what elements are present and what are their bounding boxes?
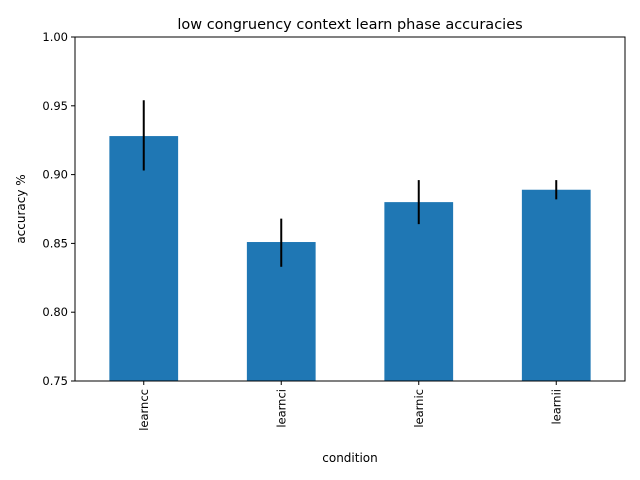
- y-tick-label: 0.95: [42, 99, 68, 113]
- y-axis-label: accuracy %: [14, 174, 28, 243]
- error-bars: [142, 100, 558, 267]
- x-tick-label: learnic: [412, 389, 426, 428]
- bar-learnic: [384, 202, 454, 381]
- y-tick-label: 0.85: [42, 236, 68, 250]
- y-tick-label: 0.80: [42, 305, 68, 319]
- plot-frame: [74, 36, 626, 382]
- bar-learnii: [521, 189, 591, 381]
- y-tick-label: 1.00: [42, 30, 68, 44]
- x-tick-label: learnii: [549, 389, 563, 425]
- y-axis: 0.75 0.80 0.85 0.90 0.95 1.00: [42, 30, 75, 388]
- x-tick-label: learnci: [274, 389, 288, 428]
- chart-title: low congruency context learn phase accur…: [177, 17, 522, 33]
- y-tick-label: 0.90: [42, 168, 68, 182]
- bars: [109, 136, 591, 381]
- y-tick-label: 0.75: [42, 374, 68, 388]
- x-axis-label: condition: [322, 451, 377, 465]
- x-tick-label: learncc: [137, 389, 151, 431]
- x-axis: learncc learnci learnic learnii: [137, 381, 563, 431]
- bar-learncc: [109, 136, 179, 381]
